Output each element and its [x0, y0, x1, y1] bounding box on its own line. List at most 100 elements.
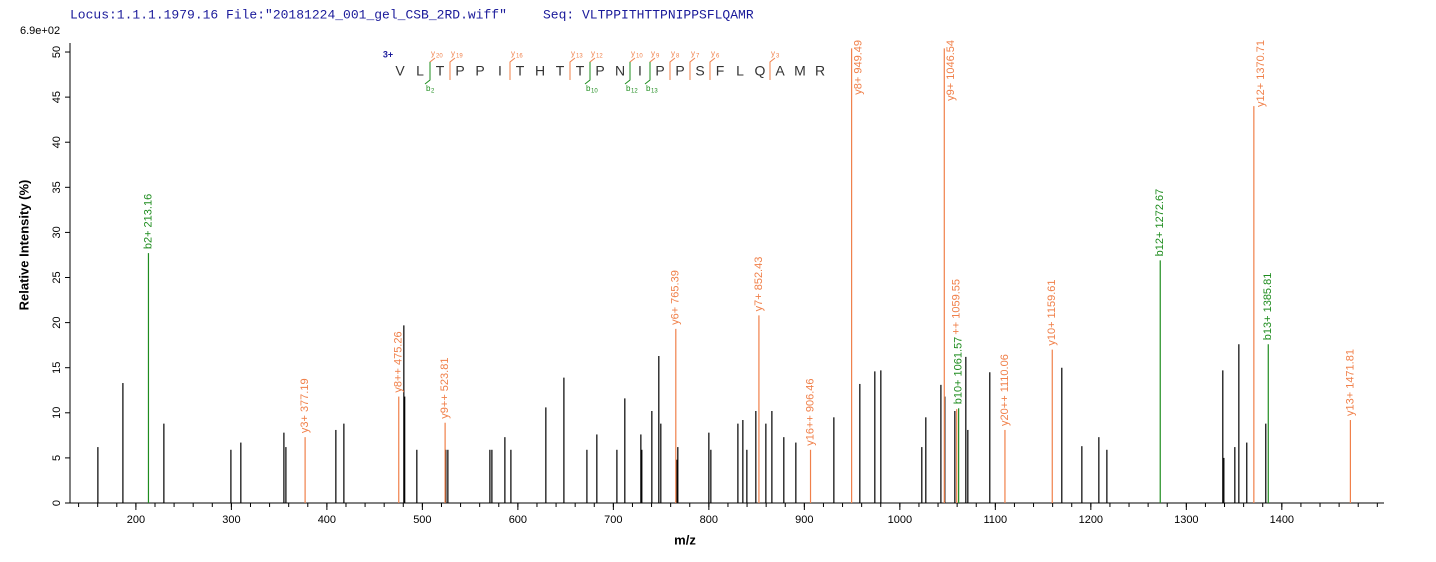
- peak-label: b13+ 1385.81: [1262, 273, 1274, 341]
- residue: H: [535, 63, 545, 79]
- residue: L: [416, 63, 424, 79]
- residue: P: [675, 63, 684, 79]
- x-tick-label: 800: [700, 514, 718, 526]
- peak-label: b2+ 213.16: [142, 194, 154, 249]
- fragment-number: 10: [636, 54, 643, 60]
- peak-label: y20++ 1110.06: [999, 354, 1011, 426]
- residue: S: [695, 63, 704, 79]
- fragment-ion: y: [511, 49, 515, 58]
- residue: A: [775, 63, 785, 79]
- fragment-ion: y: [591, 49, 595, 58]
- y-tick-label: 15: [51, 362, 63, 374]
- fragment-ion: y: [771, 49, 775, 58]
- x-tick-label: 1400: [1270, 514, 1294, 526]
- peak-label: y16++ 906.46: [804, 378, 816, 445]
- peak-label: y8+ 949.49: [853, 40, 865, 95]
- b-fragment-marker: [624, 62, 631, 85]
- x-tick-label: 500: [413, 514, 431, 526]
- y-tick-label: 0: [51, 500, 63, 506]
- x-tick-label: 1300: [1174, 514, 1198, 526]
- residue: I: [638, 63, 642, 79]
- fragment-number: 8: [676, 54, 680, 60]
- x-axis-label: m/z: [674, 532, 696, 547]
- x-tick-label: 1000: [888, 514, 912, 526]
- residue: P: [655, 63, 664, 79]
- x-tick-label: 600: [509, 514, 527, 526]
- fragment-ion: y: [431, 49, 435, 58]
- residue: P: [455, 63, 464, 79]
- fragment-ion: b: [646, 84, 651, 93]
- fragment-number: 12: [631, 89, 638, 95]
- y-fragment-marker: [629, 57, 636, 80]
- fragment-number: 12: [596, 54, 603, 60]
- x-tick-label: 400: [318, 514, 336, 526]
- x-tick-label: 1100: [984, 514, 1008, 526]
- y-tick-label: 5: [51, 455, 63, 461]
- residue: T: [556, 63, 565, 79]
- y-fragment-marker: [709, 57, 716, 80]
- fragment-ion: b: [626, 84, 631, 93]
- peak-label: y10+ 1159.61: [1046, 279, 1058, 345]
- fragment-number: 3: [776, 54, 780, 60]
- peak-label: y9+ 1046.54: [945, 40, 957, 101]
- residue: P: [475, 63, 484, 79]
- charge-label: 3+: [383, 49, 393, 59]
- residue: T: [516, 63, 525, 79]
- peak-label: y3+ 377.19: [299, 378, 311, 433]
- residue: L: [736, 63, 744, 79]
- fragment-ion: b: [426, 84, 431, 93]
- fragment-ion: y: [631, 49, 635, 58]
- y-fragment-marker: [649, 57, 656, 80]
- fragment-number: 6: [716, 54, 720, 60]
- y-tick-label: 20: [51, 316, 63, 328]
- residue: R: [815, 63, 825, 79]
- y-tick-label: 35: [51, 181, 63, 193]
- chart-title: Locus:1.1.1.1979.16 File:"20181224_001_g…: [70, 7, 507, 22]
- fragment-number: 16: [516, 54, 523, 60]
- y-fragment-marker: [509, 57, 516, 80]
- y-tick-label: 25: [51, 271, 63, 283]
- residue: T: [576, 63, 585, 79]
- y-fragment-marker: [589, 57, 596, 80]
- peak-label: ++ 1059.55: [951, 279, 963, 335]
- fragment-number: 13: [651, 89, 658, 95]
- peak-label: y9++ 523.81: [439, 358, 451, 419]
- fragment-number: 13: [576, 54, 583, 60]
- residue: Q: [755, 63, 766, 79]
- residue: M: [794, 63, 806, 79]
- b-fragment-marker: [584, 62, 591, 85]
- y-tick-label: 50: [51, 46, 63, 58]
- y-tick-label: 45: [51, 91, 63, 103]
- fragment-number: 7: [696, 54, 700, 60]
- y-scale-label: 6.9e+02: [20, 25, 60, 37]
- y-tick-label: 40: [51, 136, 63, 148]
- peak-label: y7+ 852.43: [753, 257, 765, 312]
- fragment-ion: y: [711, 49, 715, 58]
- x-tick-label: 900: [795, 514, 813, 526]
- fragment-ion: y: [451, 49, 455, 58]
- peak-label: b12+ 1272.67: [1154, 189, 1166, 257]
- y-fragment-marker: [429, 57, 436, 80]
- residue: N: [615, 63, 625, 79]
- fragment-number: 2: [431, 89, 435, 95]
- fragment-ion: b: [586, 84, 591, 93]
- residue: F: [716, 63, 725, 79]
- fragment-number: 19: [456, 54, 463, 60]
- x-tick-label: 700: [604, 514, 622, 526]
- y-tick-label: 10: [51, 407, 63, 419]
- fragment-ion: y: [571, 49, 575, 58]
- y-fragment-marker: [689, 57, 696, 80]
- b-fragment-marker: [424, 62, 431, 85]
- residue: T: [436, 63, 445, 79]
- residue: V: [395, 63, 405, 79]
- y-fragment-marker: [449, 57, 456, 80]
- b-fragment-marker: [644, 62, 651, 85]
- peak-label: y13+ 1471.81: [1344, 349, 1356, 416]
- x-tick-label: 1200: [1079, 514, 1103, 526]
- fragment-number: 10: [591, 89, 598, 95]
- peak-label: y6+ 765.39: [670, 270, 682, 325]
- fragment-ion: y: [651, 49, 655, 58]
- y-fragment-marker: [669, 57, 676, 80]
- residue: P: [595, 63, 604, 79]
